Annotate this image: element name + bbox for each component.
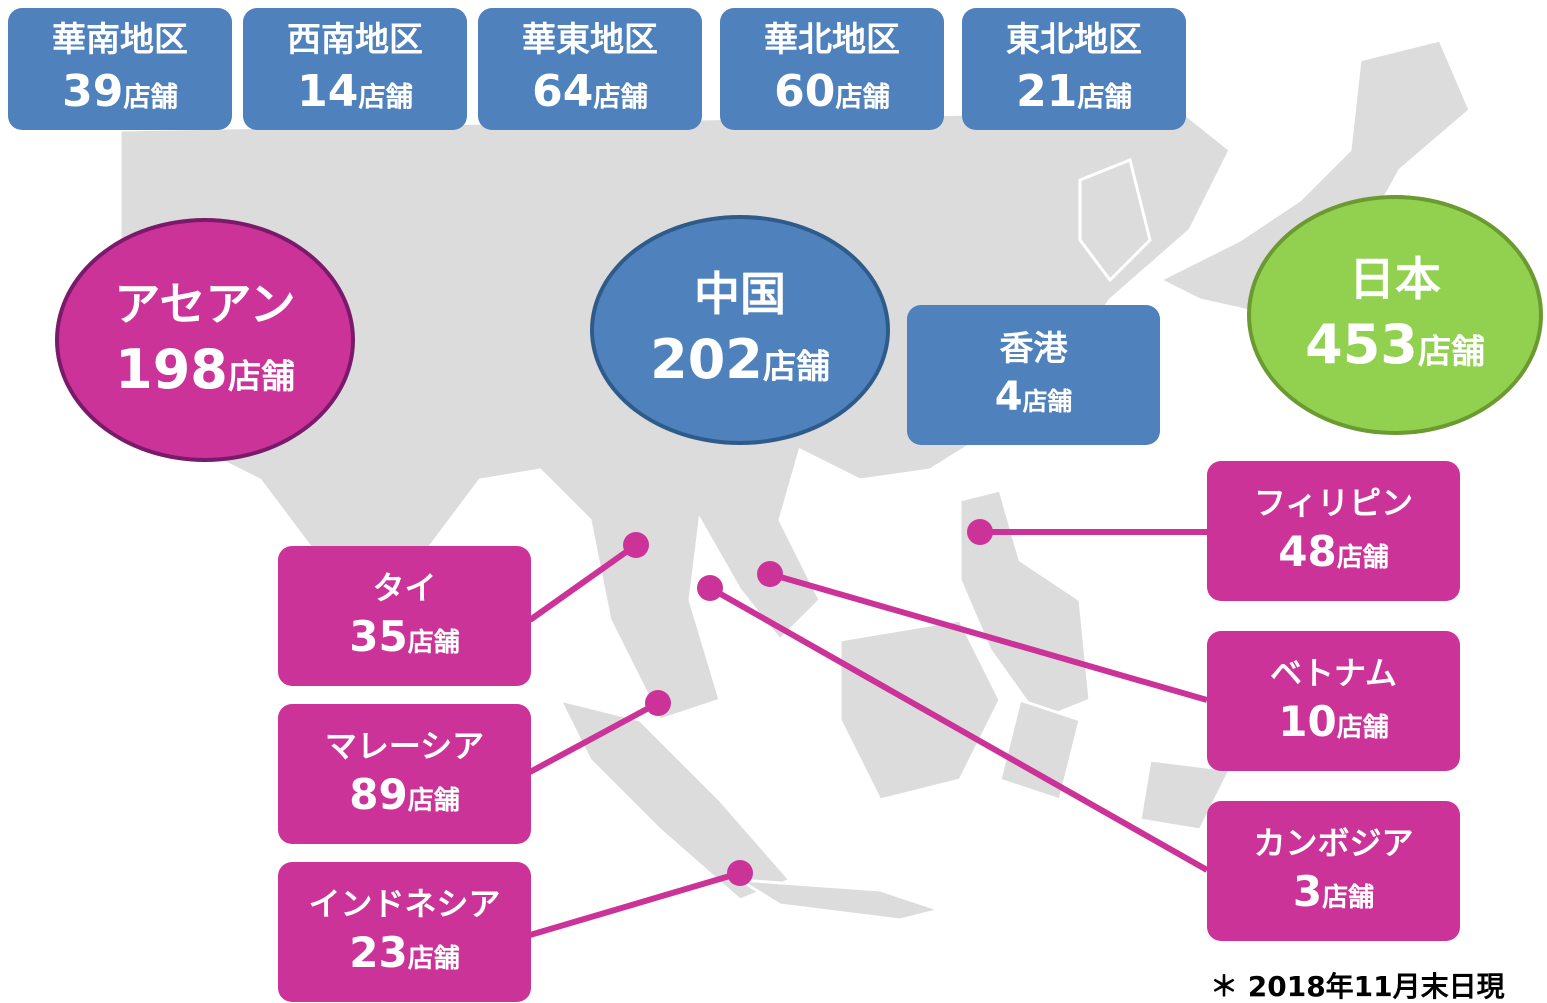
label-box: フィリピン 48店舗 bbox=[1207, 461, 1460, 601]
label-box: 華北地区 60店舗 bbox=[720, 8, 944, 130]
label-box: 西南地区 14店舗 bbox=[243, 8, 467, 130]
label-count: 89 bbox=[349, 769, 408, 819]
label-name: 華南地区 bbox=[52, 20, 188, 61]
label-unit: 店舗 bbox=[407, 627, 460, 658]
label-unit: 店舗 bbox=[1417, 331, 1485, 371]
location-dot bbox=[727, 860, 753, 886]
label-box: 日本 453店舗 bbox=[1247, 195, 1543, 435]
label-count-line: 453店舗 bbox=[1305, 310, 1485, 380]
label-unit: 店舗 bbox=[835, 81, 890, 113]
label-count-line: 198店舗 bbox=[115, 335, 295, 405]
label-count: 39 bbox=[62, 65, 124, 117]
label-count-line: 35店舗 bbox=[349, 610, 460, 665]
label-box: カンボジア 3店舗 bbox=[1207, 801, 1460, 941]
label-box: ベトナム 10店舗 bbox=[1207, 631, 1460, 771]
label-unit: 店舗 bbox=[227, 356, 295, 396]
label-name: カンボジア bbox=[1253, 823, 1414, 862]
label-name: タイ bbox=[372, 568, 437, 607]
label-name: フィリピン bbox=[1253, 483, 1414, 522]
label-count-line: 64店舗 bbox=[532, 63, 648, 120]
philippines bbox=[958, 488, 1092, 722]
label-unit: 店舗 bbox=[593, 81, 648, 113]
label-name: 中国 bbox=[694, 267, 786, 321]
label-count-line: 14店舗 bbox=[297, 63, 413, 120]
note: ＊ 2018年11月末日現 bbox=[1210, 970, 1505, 1003]
label-name: 西南地区 bbox=[287, 20, 423, 61]
location-dot bbox=[697, 575, 723, 601]
label-box: 香港 4店舗 bbox=[907, 305, 1160, 445]
label-unit: 店舗 bbox=[762, 346, 830, 386]
label-count: 453 bbox=[1305, 312, 1418, 376]
label-box: 中国 202店舗 bbox=[590, 215, 890, 445]
label-box: マレーシア 89店舗 bbox=[278, 704, 531, 844]
label-name: ベトナム bbox=[1269, 653, 1398, 692]
label-count: 198 bbox=[115, 337, 228, 401]
label-count-line: 23店舗 bbox=[349, 926, 460, 981]
label-count: 23 bbox=[349, 927, 408, 977]
label-unit: 店舗 bbox=[1336, 542, 1389, 573]
label-box: インドネシア 23店舗 bbox=[278, 862, 531, 1002]
java bbox=[739, 878, 946, 922]
label-count-line: 3店舗 bbox=[1293, 865, 1374, 920]
label-count: 60 bbox=[774, 65, 836, 117]
label-name: 東北地区 bbox=[1006, 20, 1142, 61]
location-dot bbox=[757, 561, 783, 587]
label-box: 華東地区 64店舗 bbox=[478, 8, 702, 130]
label-box: 東北地区 21店舗 bbox=[962, 8, 1186, 130]
label-unit: 店舗 bbox=[1077, 81, 1132, 113]
label-count: 21 bbox=[1016, 65, 1078, 117]
label-count-line: 60店舗 bbox=[774, 63, 890, 120]
label-count: 35 bbox=[349, 611, 408, 661]
label-count: 4 bbox=[994, 374, 1023, 421]
label-name: 日本 bbox=[1349, 252, 1441, 306]
label-name: 華北地区 bbox=[764, 20, 900, 61]
sumatra bbox=[557, 697, 793, 902]
label-count-line: 21店舗 bbox=[1016, 63, 1132, 120]
label-unit: 店舗 bbox=[1336, 712, 1389, 743]
label-name: アセアン bbox=[114, 277, 296, 331]
label-name: 香港 bbox=[999, 328, 1068, 369]
leader-line bbox=[528, 700, 660, 775]
sulawesi bbox=[998, 698, 1082, 802]
label-unit: 店舗 bbox=[407, 943, 460, 974]
label-count-line: 10店舗 bbox=[1278, 695, 1389, 750]
leader-line bbox=[528, 542, 638, 623]
label-box: タイ 35店舗 bbox=[278, 546, 531, 686]
location-dot bbox=[645, 690, 671, 716]
korea bbox=[1078, 157, 1152, 283]
label-unit: 店舗 bbox=[1322, 882, 1375, 913]
label-count: 10 bbox=[1278, 696, 1337, 746]
leader-line bbox=[708, 585, 1209, 873]
label-count: 64 bbox=[532, 65, 594, 117]
japan bbox=[1156, 38, 1472, 322]
label-count-line: 202店舗 bbox=[650, 325, 830, 395]
label-count: 3 bbox=[1292, 866, 1323, 916]
label-count-line: 4店舗 bbox=[995, 371, 1072, 423]
label-count: 14 bbox=[297, 65, 359, 117]
label-count-line: 89店舗 bbox=[349, 768, 460, 823]
leader-line bbox=[529, 870, 741, 938]
label-unit: 店舗 bbox=[123, 81, 178, 113]
label-name: 華東地区 bbox=[522, 20, 658, 61]
label-count-line: 48店舗 bbox=[1278, 525, 1389, 580]
label-unit: 店舗 bbox=[358, 81, 413, 113]
location-dot bbox=[623, 532, 649, 558]
label-name: マレーシア bbox=[324, 726, 485, 765]
label-count-line: 39店舗 bbox=[62, 63, 178, 120]
label-box: 華南地区 39店舗 bbox=[8, 8, 232, 130]
leader-line bbox=[769, 571, 1208, 703]
label-unit: 店舗 bbox=[1022, 387, 1073, 417]
label-name: インドネシア bbox=[308, 884, 501, 923]
label-count: 202 bbox=[650, 327, 763, 391]
label-box: アセアン 198店舗 bbox=[55, 218, 355, 462]
label-unit: 店舗 bbox=[407, 785, 460, 816]
location-dot bbox=[967, 519, 993, 545]
label-count: 48 bbox=[1278, 526, 1337, 576]
